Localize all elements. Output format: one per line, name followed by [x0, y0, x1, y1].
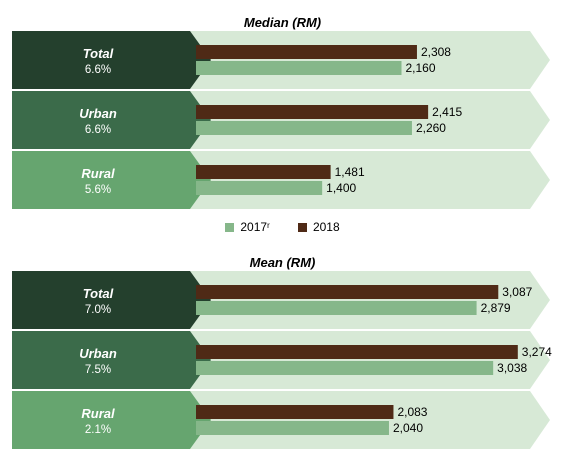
median-rural-bar-2017	[196, 181, 323, 195]
mean-total-category-label: Total	[83, 286, 114, 301]
median-rural-growth-label: 5.6%	[85, 184, 111, 196]
mean-urban-growth-label: 7.5%	[85, 364, 111, 376]
legend-swatch-2018	[297, 222, 307, 232]
mean-chart-plot: Total 7.0% 3,087 2,879 Urban 7.5% 3,274 3,038 Ru…	[12, 271, 552, 449]
median-total-category-arrow	[12, 31, 211, 89]
median-urban-bar-2017	[196, 121, 412, 135]
mean-rural-bar-2018	[196, 405, 394, 419]
legend-item-2018: 2018	[297, 220, 340, 234]
median-total-growth-label: 6.6%	[85, 64, 111, 76]
median-rural-value-2017: 1,400	[326, 181, 356, 195]
mean-urban-value-2018: 3,274	[522, 345, 552, 359]
legend-swatch-2017	[225, 222, 235, 232]
mean-rural-category-arrow	[12, 391, 211, 449]
median-rural-bar-2018	[196, 165, 331, 179]
legend: 2017ʳ 2018	[0, 219, 565, 235]
mean-rural-bar-2017	[196, 421, 389, 435]
mean-urban-arrow-band	[185, 331, 550, 389]
mean-total-category-arrow	[12, 271, 211, 329]
median-urban-value-2017: 2,260	[416, 121, 446, 135]
mean-total-arrow-band	[185, 271, 550, 329]
median-urban-growth-label: 6.6%	[85, 124, 111, 136]
median-rural-arrow-band	[185, 151, 550, 209]
mean-urban-category-label: Urban	[79, 346, 117, 361]
mean-rural-growth-label: 2.1%	[85, 424, 111, 436]
mean-rural-value-2018: 2,083	[397, 405, 427, 419]
median-chart-title: Median (RM)	[243, 15, 322, 30]
mean-urban-category-arrow	[12, 331, 211, 389]
median-chart-plot: Total 6.6% 2,308 2,160 Urban 6.6% 2,415 2,260 Ru…	[12, 31, 550, 209]
legend-label-2017: 2017ʳ	[240, 220, 270, 234]
median-total-value-2017: 2,160	[406, 61, 436, 75]
mean-chart-title: Mean (RM)	[249, 255, 316, 270]
legend-item-2017: 2017ʳ	[225, 220, 270, 234]
median-rural-category-label: Rural	[81, 166, 115, 181]
mean-total-bar-2017	[196, 301, 477, 315]
median-total-value-2018: 2,308	[421, 45, 451, 59]
mean-total-bar-2018	[196, 285, 499, 299]
legend-label-2018: 2018	[312, 220, 340, 234]
median-urban-category-label: Urban	[79, 106, 117, 121]
median-urban-arrow-band	[185, 91, 550, 149]
mean-rural-arrow-band	[185, 391, 550, 449]
median-rural-value-2018: 1,481	[335, 165, 365, 179]
mean-total-growth-label: 7.0%	[85, 304, 111, 316]
mean-rural-category-label: Rural	[81, 406, 115, 421]
mean-urban-bar-2018	[196, 345, 518, 359]
mean-urban-value-2017: 3,038	[497, 361, 527, 375]
mean-total-value-2018: 3,087	[502, 285, 532, 299]
median-urban-value-2018: 2,415	[432, 105, 462, 119]
median-total-bar-2017	[196, 61, 402, 75]
median-total-arrow-band	[185, 31, 550, 89]
mean-urban-bar-2017	[196, 361, 494, 375]
median-total-bar-2018	[196, 45, 417, 59]
median-urban-bar-2018	[196, 105, 429, 119]
mean-rural-value-2017: 2,040	[393, 421, 423, 435]
mean-total-value-2017: 2,879	[481, 301, 511, 315]
median-urban-category-arrow	[12, 91, 211, 149]
median-rural-category-arrow	[12, 151, 211, 209]
median-total-category-label: Total	[83, 46, 114, 61]
